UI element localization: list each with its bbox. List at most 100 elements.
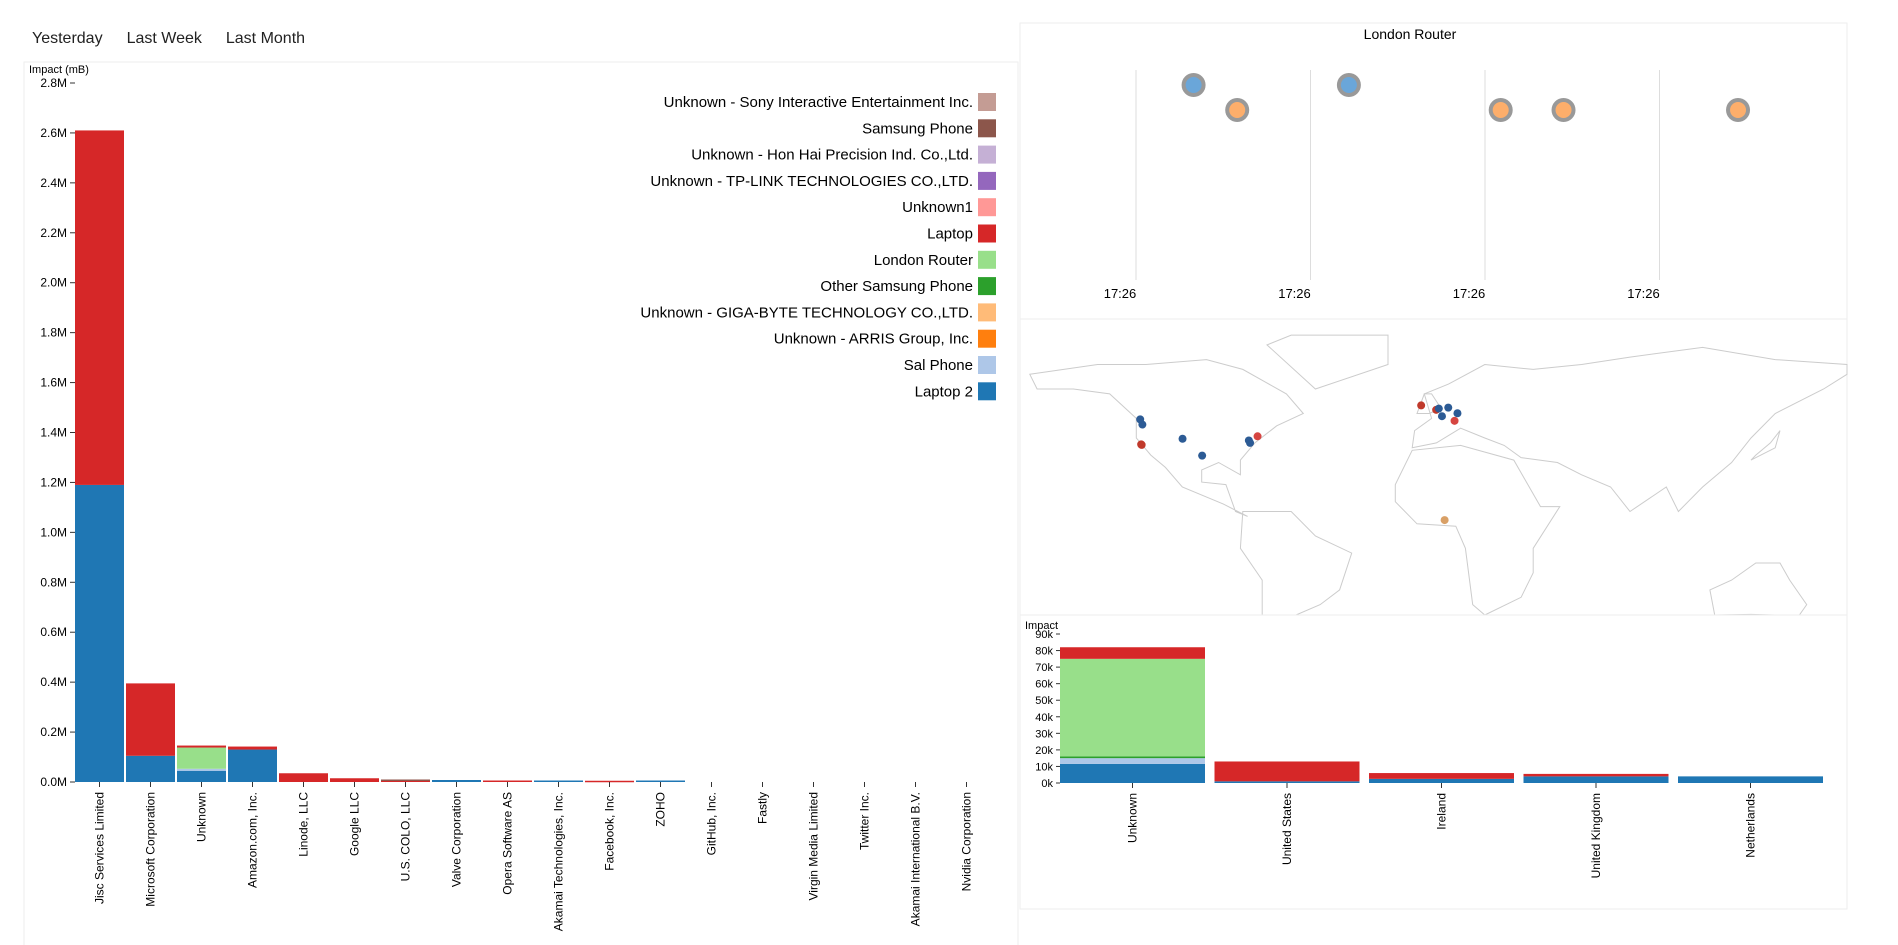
- y-tick-label: 1.2M: [40, 475, 67, 489]
- map-point: [1137, 440, 1146, 449]
- bar-laptop: [483, 780, 532, 783]
- y-tick-label: 1.0M: [40, 525, 67, 539]
- country-bar-laptop-2: [1369, 778, 1514, 783]
- scatter-x-tick-label: 17:26: [1453, 286, 1486, 301]
- world-map: [1019, 318, 1848, 616]
- map-point: [1440, 516, 1449, 525]
- y-tick-label: 0.0M: [40, 775, 67, 789]
- country-bar-london-router: [1060, 658, 1205, 757]
- x-tick-label: Akamai Technologies, Inc.: [552, 792, 566, 931]
- bar-laptop-2: [75, 484, 124, 782]
- x-tick-label: Unknown: [195, 792, 209, 842]
- country-bar-laptop-2: [1060, 763, 1205, 783]
- x-tick-label: Facebook, Inc.: [603, 792, 617, 871]
- x-tick-label: Fastly: [756, 792, 770, 824]
- legend-swatch: [978, 277, 996, 296]
- y-tick-label: 2.4M: [40, 176, 67, 190]
- scatter-x-tick-label: 17:26: [1627, 286, 1660, 301]
- bar-laptop-2: [228, 749, 277, 782]
- country-y-tick-label: 70k: [1035, 662, 1053, 674]
- map-frame: [1019, 318, 1848, 616]
- bar-laptop-2: [432, 780, 481, 782]
- legend-label: Unknown1: [902, 199, 973, 216]
- bar-laptop: [126, 683, 175, 756]
- chart-frame: [23, 61, 1019, 945]
- country-x-tick-label: United States: [1280, 793, 1294, 865]
- country-x-tick-label: Netherlands: [1744, 793, 1758, 858]
- north-america-outline: [1029, 359, 1305, 517]
- y-tick-label: 2.2M: [40, 226, 67, 240]
- legend-label: Samsung Phone: [862, 120, 973, 137]
- london-router-scatter: London Router 17:26 17:26 17:26 17:26: [1019, 22, 1848, 320]
- legend-swatch: [978, 329, 996, 348]
- bar-laptop: [177, 745, 226, 748]
- scatter-point: [1555, 102, 1572, 118]
- map-point: [1138, 420, 1147, 429]
- country-y-tick-label: 50k: [1035, 695, 1053, 707]
- south-america-outline: [1239, 511, 1353, 616]
- bar-london-router: [177, 747, 226, 769]
- country-bar-laptop: [1369, 773, 1514, 779]
- x-tick-label: Jisc Services Limited: [93, 792, 107, 904]
- scatter-point: [1340, 77, 1357, 93]
- legend-swatch: [978, 250, 996, 269]
- tab-last-week[interactable]: Last Week: [126, 30, 202, 47]
- legend-swatch: [978, 356, 996, 374]
- x-tick-label: Google LLC: [348, 792, 362, 856]
- map-point: [1417, 401, 1426, 410]
- map-point: [1246, 438, 1255, 447]
- y-tick-label: 0.2M: [40, 725, 67, 739]
- country-y-tick-label: 90k: [1035, 629, 1053, 641]
- country-x-tick-label: Ireland: [1435, 793, 1449, 830]
- country-y-tick-label: 40k: [1035, 712, 1053, 724]
- map-point: [1450, 416, 1459, 425]
- country-y-axis-label: Impact: [1025, 620, 1058, 632]
- country-bar-other-samsung-phone: [1060, 756, 1205, 759]
- legend-label: Unknown - Hon Hai Precision Ind. Co.,Ltd…: [691, 147, 973, 164]
- x-tick-label: Nvidia Corporation: [960, 792, 974, 891]
- map-point: [1444, 403, 1453, 412]
- date-range-tabs: Yesterday Last Week Last Month: [32, 30, 305, 54]
- country-y-tick-label: 80k: [1035, 646, 1053, 658]
- y-tick-label: 1.4M: [40, 426, 67, 440]
- x-tick-label: Linode, LLC: [297, 792, 311, 857]
- legend-label: London Router: [874, 252, 973, 269]
- country-y-tick-label: 0k: [1041, 778, 1053, 790]
- y-tick-label: 1.8M: [40, 326, 67, 340]
- x-tick-label: Valve Corporation: [450, 792, 464, 887]
- x-tick-label: Microsoft Corporation: [144, 792, 158, 907]
- legend-swatch: [978, 171, 996, 190]
- bar-laptop: [279, 773, 328, 782]
- tab-last-month[interactable]: Last Month: [225, 30, 306, 47]
- great-britain-outline: [1416, 393, 1442, 414]
- x-tick-label: Opera Software AS: [501, 792, 515, 895]
- country-bar-sal-phone: [1060, 758, 1205, 764]
- map-point: [1434, 404, 1443, 413]
- japan-outline: [1750, 430, 1781, 461]
- country-bar-laptop: [1523, 773, 1669, 777]
- x-tick-label: GitHub, Inc.: [705, 792, 719, 855]
- y-tick-label: 2.8M: [40, 76, 67, 90]
- x-tick-label: Amazon.com, Inc.: [246, 792, 260, 888]
- scatter-point: [1492, 102, 1509, 118]
- legend-label: Unknown - ARRIS Group, Inc.: [774, 331, 973, 348]
- legend-label: Laptop 2: [915, 383, 973, 400]
- map-point: [1178, 434, 1187, 443]
- map-point: [1198, 451, 1207, 460]
- scatter-x-tick-label: 17:26: [1104, 286, 1137, 301]
- legend-label: Unknown - Sony Interactive Entertainment…: [664, 94, 973, 111]
- legend-label: Other Samsung Phone: [820, 278, 973, 295]
- scatter-x-tick-label: 17:26: [1278, 286, 1311, 301]
- legend-swatch: [978, 93, 996, 111]
- legend-swatch: [978, 382, 996, 401]
- bar-laptop-2: [126, 755, 175, 782]
- country-bar-laptop: [1060, 647, 1205, 659]
- tab-yesterday[interactable]: Yesterday: [32, 30, 103, 47]
- y-tick-label: 0.8M: [40, 575, 67, 589]
- y-axis-label: Impact (mB): [29, 64, 89, 76]
- country-bar-laptop-2: [1214, 781, 1360, 783]
- y-tick-label: 2.6M: [40, 126, 67, 140]
- legend-label: Sal Phone: [904, 357, 973, 374]
- eurasia-outline: [1411, 346, 1848, 513]
- bar-laptop: [228, 746, 277, 750]
